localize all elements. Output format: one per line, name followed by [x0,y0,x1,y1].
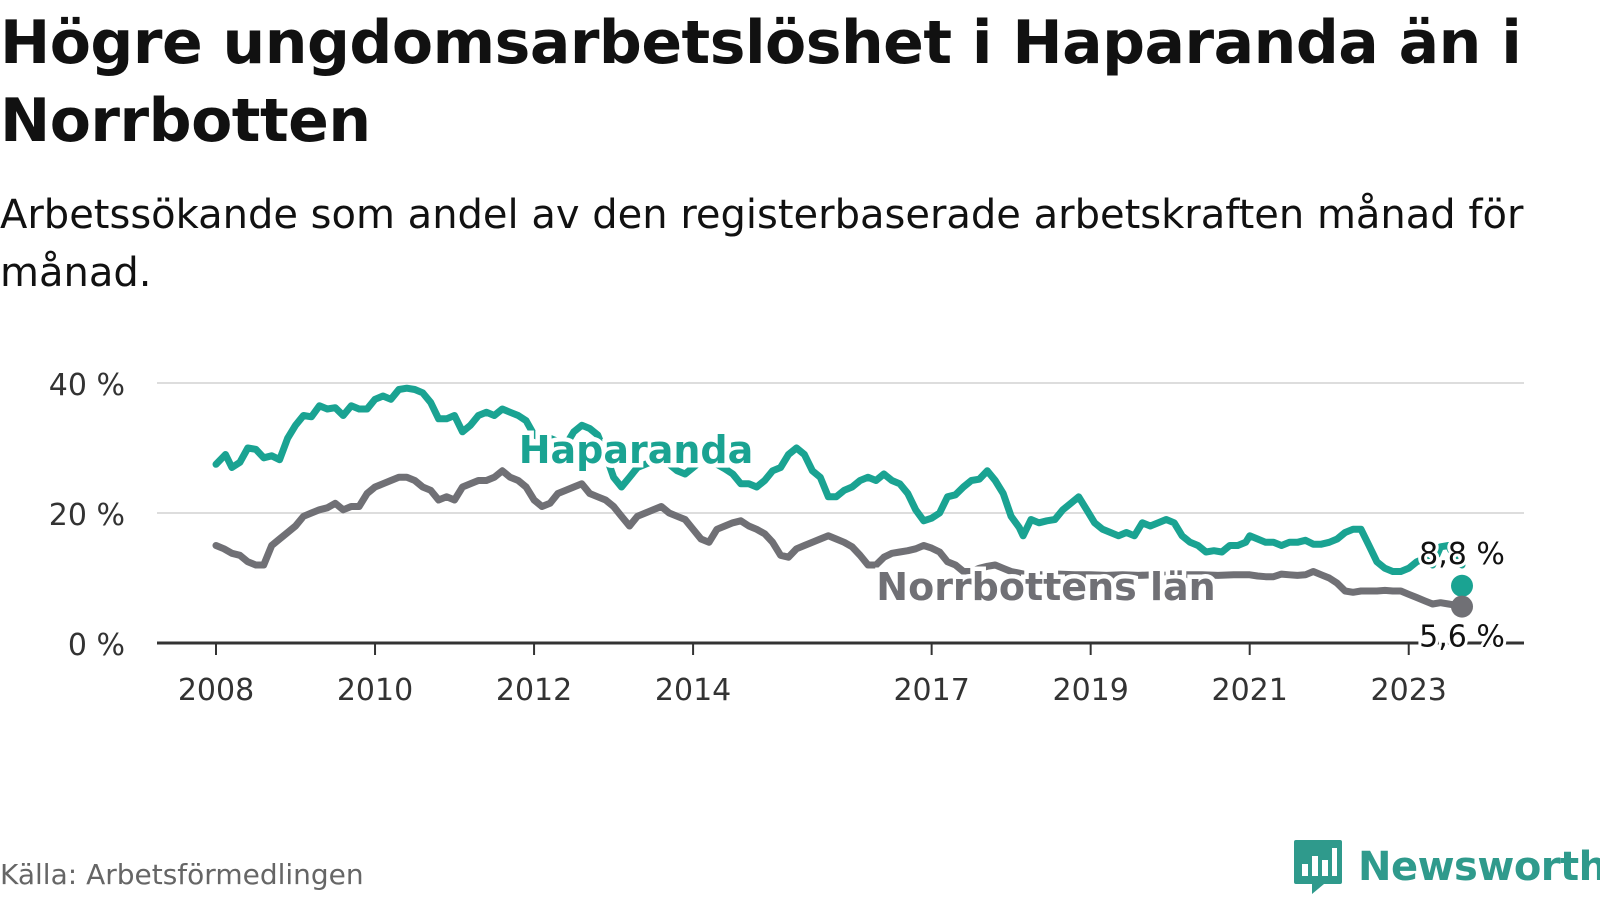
x-tick-label: 2008 [178,673,254,708]
brand-name: Newsworthy [1358,844,1600,890]
x-tick-label: 2012 [496,673,572,708]
series-line-haparanda [212,384,1466,575]
end-value-label-norrbotten: 5,6 % [1419,620,1505,655]
chart-subtitle: Arbetssökande som andel av den registerb… [0,192,1524,296]
bar-chart-icon [1294,840,1342,894]
brand-logo[interactable]: Newsworthy [1292,838,1600,896]
series-line-norrbotten [212,467,1466,611]
end-marker-haparanda [1451,574,1473,597]
x-tick-label: 2010 [337,673,413,708]
x-tick-label: 2023 [1371,673,1447,708]
end-marker-norrbotten [1451,595,1473,618]
series-name-label-haparanda: Haparanda [519,428,754,472]
y-tick-label: 0 % [68,628,125,663]
y-tick-label: 20 % [49,498,125,533]
chart-title: Högre ungdomsarbetslöshet i Haparanda än… [0,8,1522,156]
x-tick-label: 2014 [655,673,731,708]
source-note: Källa: Arbetsförmedlingen [0,858,364,891]
x-tick-label: 2021 [1212,673,1288,708]
end-value-label-haparanda: 8,8 % [1419,537,1505,572]
series-name-label-norrbotten: Norrbottens län [876,565,1215,609]
x-tick-label: 2017 [893,673,969,708]
y-tick-label: 40 % [49,368,125,403]
x-tick-label: 2019 [1052,673,1128,708]
